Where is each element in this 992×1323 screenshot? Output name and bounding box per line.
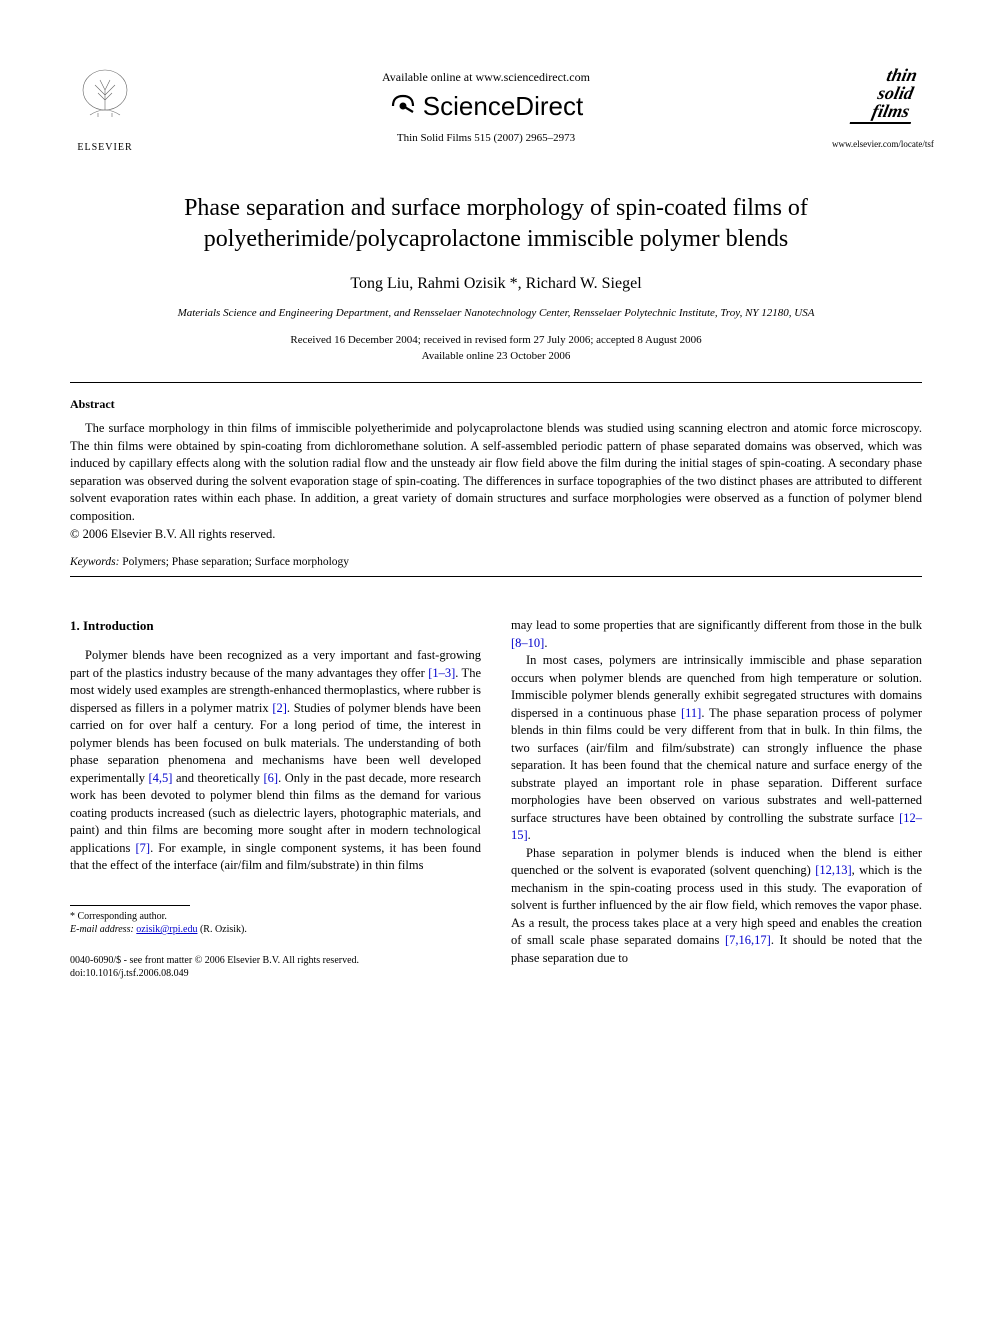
- doi-line: doi:10.1016/j.tsf.2006.08.049: [70, 967, 481, 980]
- intro-heading: 1. Introduction: [70, 617, 481, 635]
- corr-author-label: * Corresponding author.: [70, 910, 481, 923]
- email-label: E-mail address:: [70, 924, 134, 935]
- journal-url: www.elsevier.com/locate/tsf: [832, 139, 922, 149]
- journal-logo-line2: solid: [866, 84, 915, 102]
- available-online-text: Available online at www.sciencedirect.co…: [140, 70, 832, 85]
- footnote-rule: [70, 905, 190, 906]
- keywords-label: Keywords:: [70, 556, 119, 568]
- ref-link[interactable]: [4,5]: [148, 771, 172, 785]
- ref-link[interactable]: [2]: [272, 701, 287, 715]
- affiliation: Materials Science and Engineering Depart…: [70, 307, 922, 319]
- article-title: Phase separation and surface morphology …: [110, 193, 882, 255]
- publisher-logo-block: ELSEVIER: [70, 60, 140, 153]
- journal-logo-line1: thin: [862, 66, 919, 84]
- citation-line: Thin Solid Films 515 (2007) 2965–2973: [140, 132, 832, 144]
- ref-link[interactable]: [8–10]: [511, 636, 544, 650]
- ref-link[interactable]: [11]: [681, 706, 701, 720]
- header-center: Available online at www.sciencedirect.co…: [140, 70, 832, 144]
- author-list: Tong Liu, Rahmi Ozisik *, Richard W. Sie…: [70, 275, 922, 293]
- sciencedirect-icon: [389, 92, 417, 120]
- body-columns: 1. Introduction Polymer blends have been…: [70, 617, 922, 980]
- intro-para-3: Phase separation in polymer blends is in…: [511, 845, 922, 968]
- text-run: .: [528, 828, 531, 842]
- ref-link[interactable]: [12,13]: [815, 863, 851, 877]
- column-left: 1. Introduction Polymer blends have been…: [70, 617, 481, 980]
- intro-para-1-cont: may lead to some properties that are sig…: [511, 617, 922, 652]
- front-matter-info: 0040-6090/$ - see front matter © 2006 El…: [70, 954, 481, 980]
- authors-text: Tong Liu, Rahmi Ozisik *, Richard W. Sie…: [350, 275, 641, 292]
- abstract-heading: Abstract: [70, 397, 922, 412]
- email-line: E-mail address: ozisik@rpi.edu (R. Ozisi…: [70, 923, 481, 936]
- text-run: and theoretically: [172, 771, 263, 785]
- abstract-copyright: © 2006 Elsevier B.V. All rights reserved…: [70, 527, 922, 542]
- corresponding-author-note: * Corresponding author. E-mail address: …: [70, 910, 481, 936]
- email-link[interactable]: ozisik@rpi.edu: [136, 924, 197, 935]
- ref-link[interactable]: [7]: [135, 841, 150, 855]
- keywords-text: Polymers; Phase separation; Surface morp…: [122, 556, 349, 568]
- email-name: (R. Ozisik).: [200, 924, 247, 935]
- divider-bottom: [70, 576, 922, 577]
- elsevier-tree-icon: [70, 60, 140, 140]
- article-dates: Received 16 December 2004; received in r…: [70, 333, 922, 364]
- sciencedirect-text: ScienceDirect: [423, 91, 583, 122]
- journal-logo-block: thin solid films www.elsevier.com/locate…: [832, 64, 922, 149]
- ref-link[interactable]: [6]: [263, 771, 278, 785]
- dates-line1: Received 16 December 2004; received in r…: [70, 333, 922, 348]
- front-matter-line1: 0040-6090/$ - see front matter © 2006 El…: [70, 954, 481, 967]
- dates-line2: Available online 23 October 2006: [70, 349, 922, 364]
- divider-top: [70, 382, 922, 383]
- sciencedirect-brand: ScienceDirect: [140, 91, 832, 122]
- column-right: may lead to some properties that are sig…: [511, 617, 922, 980]
- intro-para-2: In most cases, polymers are intrinsicall…: [511, 652, 922, 845]
- text-run: . The phase separation process of polyme…: [511, 706, 922, 825]
- journal-logo-icon: thin solid films: [832, 64, 917, 119]
- text-run: Polymer blends have been recognized as a…: [70, 648, 481, 680]
- ref-link[interactable]: [7,16,17]: [725, 933, 771, 947]
- ref-link[interactable]: [1–3]: [428, 666, 455, 680]
- text-run: .: [544, 636, 547, 650]
- text-run: may lead to some properties that are sig…: [511, 618, 922, 632]
- abstract-body: The surface morphology in thin films of …: [70, 420, 922, 525]
- intro-para-1: Polymer blends have been recognized as a…: [70, 647, 481, 875]
- journal-header: ELSEVIER Available online at www.science…: [70, 60, 922, 153]
- keywords-line: Keywords: Polymers; Phase separation; Su…: [70, 556, 922, 568]
- publisher-name: ELSEVIER: [70, 142, 140, 153]
- journal-logo-line3: films: [870, 102, 911, 120]
